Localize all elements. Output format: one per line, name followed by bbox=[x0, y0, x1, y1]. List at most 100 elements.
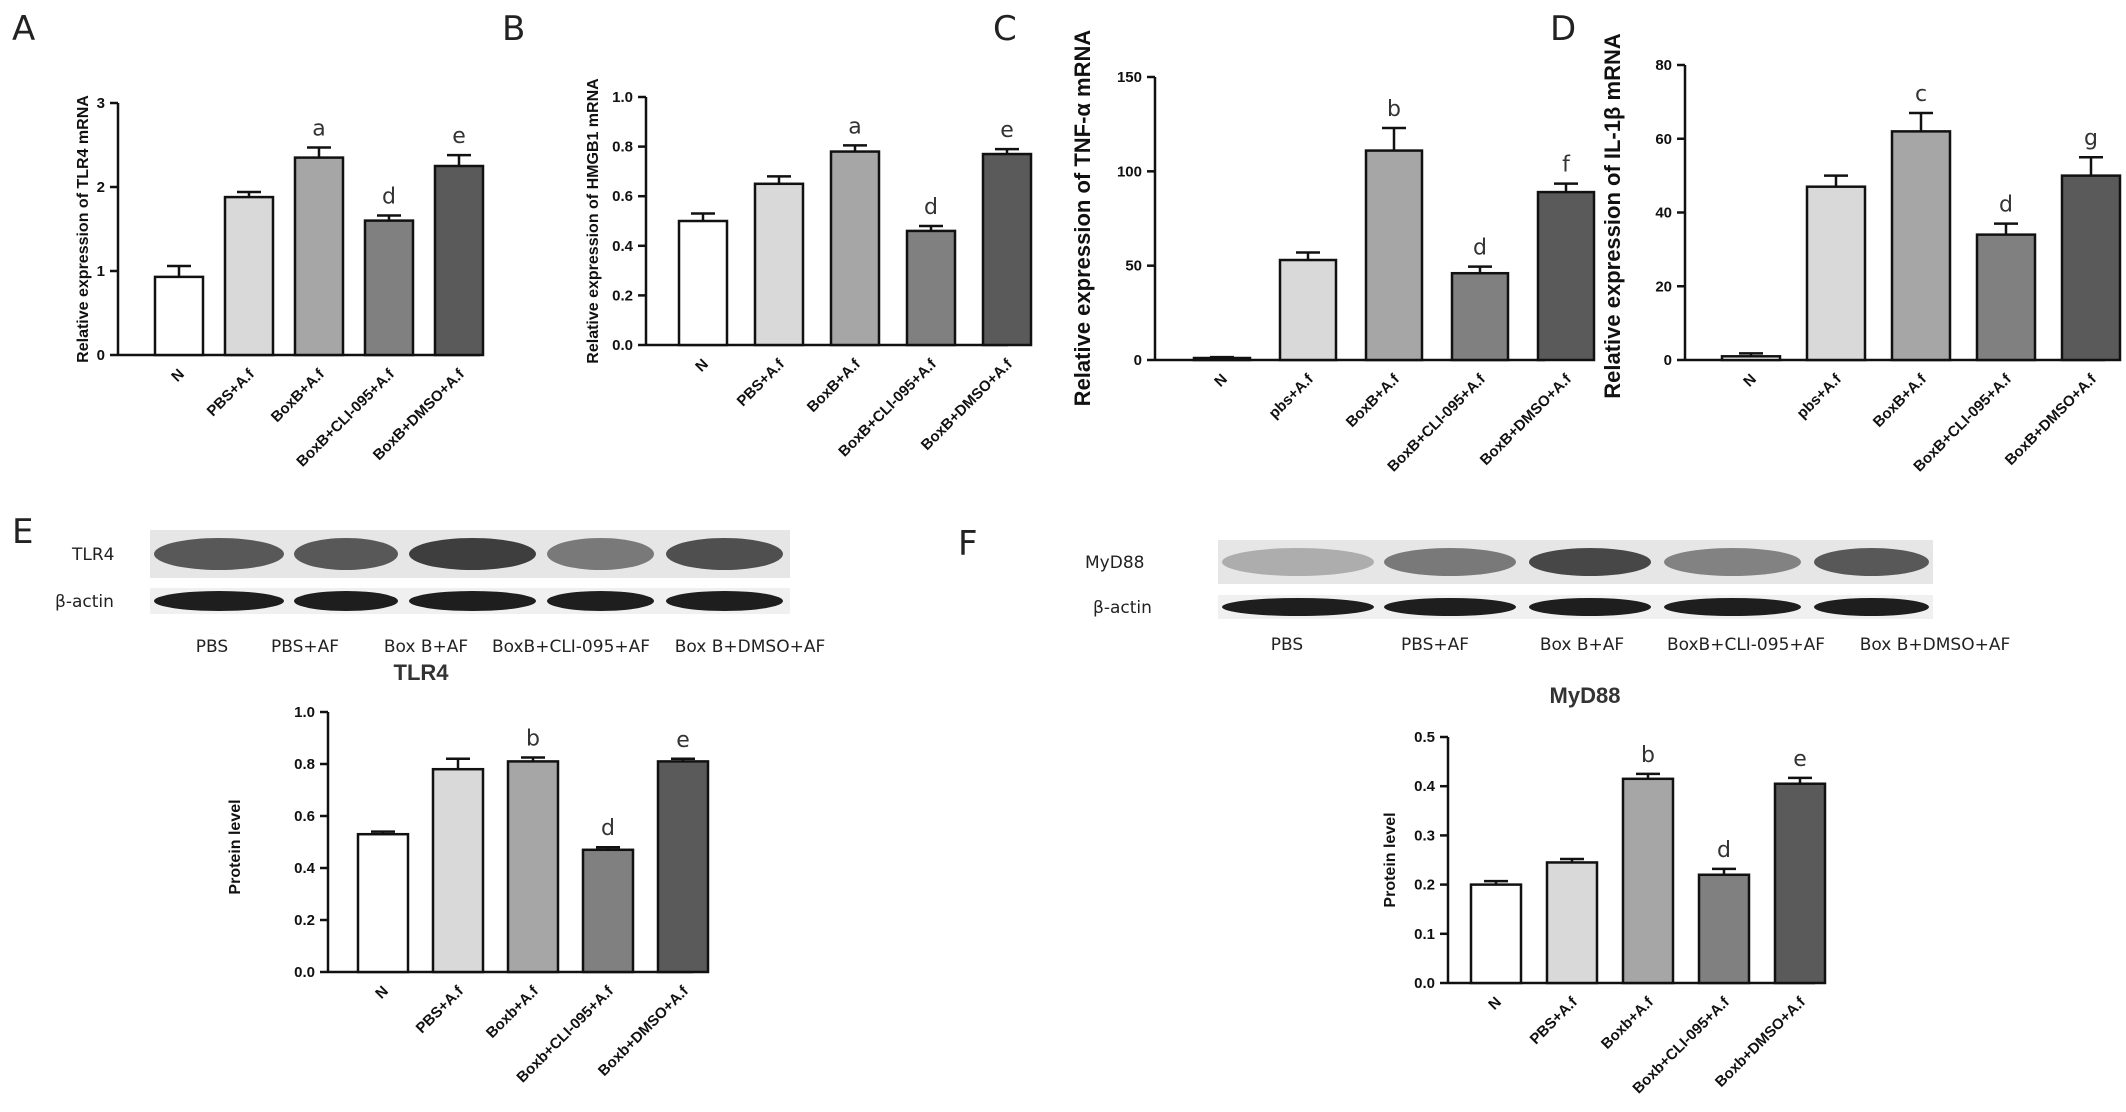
chart-panel-c: C 0 50 100 150 Relative expression of TNF-α m… bbox=[993, 9, 1596, 475]
significance-letter: a bbox=[312, 117, 325, 142]
blot-band bbox=[1529, 598, 1651, 616]
bar bbox=[1720, 355, 1782, 362]
blot-band bbox=[1222, 598, 1374, 616]
bar bbox=[1469, 883, 1523, 985]
blot-band bbox=[294, 538, 398, 570]
y-tick-label: 80 bbox=[1655, 57, 1672, 74]
blot-lane-label: Box B+DMSO+AF bbox=[1860, 635, 2011, 655]
bar bbox=[753, 182, 805, 347]
blot-lane-label: PBS bbox=[1271, 635, 1303, 655]
blot-band bbox=[1664, 598, 1801, 616]
chart-title: MyD88 bbox=[1550, 683, 1621, 708]
bar bbox=[1278, 258, 1338, 362]
blot-lane-label: BoxB+CLI-095+AF bbox=[492, 637, 650, 657]
category-label: BoxB+DMSO+A.f bbox=[2002, 370, 2101, 469]
significance-letter: d bbox=[924, 195, 938, 220]
chart-title: TLR4 bbox=[394, 660, 450, 685]
blot-row-label: β-actin bbox=[55, 592, 114, 612]
blot-row-label: TLR4 bbox=[71, 545, 114, 565]
y-tick-label: 20 bbox=[1655, 278, 1672, 295]
chart-panel-d: D 0 20 40 60 80 Relative expression of IL-1β m… bbox=[1550, 9, 2122, 475]
significance-letter: d bbox=[1717, 838, 1731, 863]
blot-band bbox=[547, 591, 654, 611]
chart-panel-f: F MyD88 0.0 0.1 0.2 0.3 0.4 0.5 Protein level N PB… bbox=[958, 524, 1827, 1097]
category-label: PBS+A.f bbox=[1527, 993, 1582, 1048]
blot-band bbox=[154, 538, 284, 570]
significance-letter: e bbox=[676, 728, 690, 753]
blot-band bbox=[1529, 548, 1651, 576]
significance-letter: g bbox=[2084, 126, 2098, 151]
panel-letter: F bbox=[958, 524, 978, 564]
category-label: BoxB+A.f bbox=[268, 365, 329, 426]
y-tick-label: 0.2 bbox=[1414, 877, 1435, 894]
y-tick-label: 0.6 bbox=[294, 808, 315, 825]
y-tick-label: 150 bbox=[1117, 69, 1142, 86]
y-tick-label: 100 bbox=[1117, 163, 1142, 180]
blot-band bbox=[666, 591, 783, 611]
bar bbox=[1697, 873, 1751, 985]
y-axis-label: Protein level bbox=[227, 799, 244, 894]
category-label: pbs+A.f bbox=[1794, 370, 1846, 422]
category-label: BoxB+DMSO+A.f bbox=[1477, 370, 1576, 469]
y-axis-label: Relative expression of IL-1β mRNA bbox=[1600, 33, 1625, 399]
significance-letter: e bbox=[452, 124, 466, 149]
blot-band bbox=[294, 591, 398, 611]
category-label: Boxb+A.f bbox=[1598, 993, 1658, 1053]
y-tick-label: 0 bbox=[97, 347, 105, 364]
y-tick-label: 1.0 bbox=[294, 704, 315, 721]
y-tick-label: 0.4 bbox=[1414, 778, 1436, 795]
bar bbox=[433, 164, 485, 357]
bar bbox=[1536, 190, 1596, 362]
y-tick-label: 0.0 bbox=[294, 964, 315, 981]
y-axis-label: Protein level bbox=[1382, 812, 1399, 907]
y-tick-label: 50 bbox=[1125, 258, 1142, 275]
bar bbox=[1450, 271, 1510, 362]
blot-band bbox=[1814, 548, 1929, 576]
blot-row-label: β-actin bbox=[1093, 598, 1152, 618]
category-label: BoxB+CLI-095+A.f bbox=[1384, 370, 1489, 475]
y-tick-label: 0.0 bbox=[612, 337, 633, 354]
bar bbox=[1805, 185, 1867, 362]
bar bbox=[905, 229, 957, 347]
blot-lane-label: PBS+AF bbox=[271, 637, 339, 657]
blot-band bbox=[409, 538, 536, 570]
category-label: N bbox=[168, 366, 188, 386]
blot-lane-label: Box B+DMSO+AF bbox=[675, 637, 826, 657]
significance-letter: a bbox=[848, 114, 861, 139]
category-label: PBS+A.f bbox=[734, 355, 789, 410]
blot-band bbox=[1384, 548, 1516, 576]
y-tick-label: 0.2 bbox=[294, 912, 315, 929]
blot-band bbox=[1664, 548, 1801, 576]
blot-lane-label: PBS+AF bbox=[1401, 635, 1469, 655]
panel-letter: A bbox=[12, 9, 35, 49]
bar bbox=[677, 219, 729, 347]
significance-letter: b bbox=[526, 727, 540, 752]
bar bbox=[506, 760, 560, 974]
bar bbox=[363, 219, 415, 357]
western-blot-e: TLR4 β-actin PBS PBS+AF Box B+AF BoxB+CLI-095… bbox=[55, 530, 825, 657]
bar bbox=[293, 156, 345, 357]
blot-band bbox=[409, 591, 536, 611]
y-tick-label: 1 bbox=[97, 263, 105, 280]
bar bbox=[1975, 233, 2037, 362]
bar bbox=[1545, 861, 1599, 985]
y-tick-label: 60 bbox=[1655, 131, 1672, 148]
y-tick-label: 40 bbox=[1655, 205, 1672, 222]
y-tick-label: 2 bbox=[97, 179, 105, 196]
bar bbox=[1364, 149, 1424, 362]
bar bbox=[1773, 782, 1827, 985]
bar bbox=[581, 848, 635, 974]
significance-letter: b bbox=[1387, 97, 1401, 122]
western-blot-f: MyD88 β-actin PBS PBS+AF Box B+AF BoxB+CLI-09… bbox=[1085, 540, 2010, 655]
category-label: pbs+A.f bbox=[1266, 370, 1318, 422]
blot-band bbox=[547, 538, 654, 570]
y-tick-label: 3 bbox=[97, 95, 105, 112]
blot-band bbox=[1384, 598, 1516, 616]
y-tick-label: 0.2 bbox=[612, 287, 633, 304]
significance-letter: d bbox=[1473, 236, 1487, 261]
y-tick-label: 0 bbox=[1664, 352, 1672, 369]
bar bbox=[223, 195, 275, 357]
chart-panel-b: B 0.0 0.2 0.4 0.6 0.8 1.0 Relative expression o… bbox=[502, 9, 1033, 460]
significance-letter: c bbox=[1915, 82, 1927, 107]
significance-letter: f bbox=[1562, 153, 1571, 178]
